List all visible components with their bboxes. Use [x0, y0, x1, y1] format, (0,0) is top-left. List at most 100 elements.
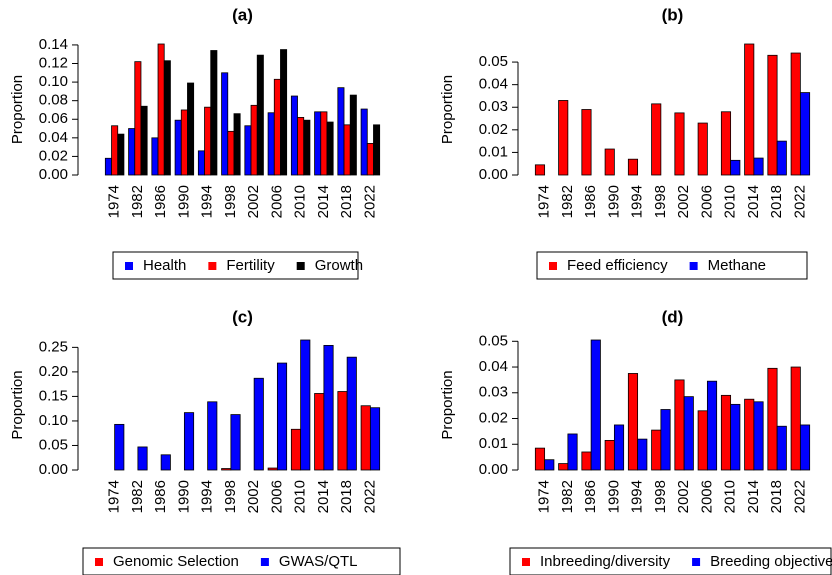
y-tick-label: 0.25 [39, 338, 68, 355]
x-tick-label: 1982 [559, 480, 576, 513]
bar [366, 143, 374, 176]
legend-swatch [125, 262, 133, 270]
bar [233, 113, 241, 176]
bar [604, 148, 615, 176]
x-tick-label: 1994 [629, 185, 646, 218]
bar [790, 52, 801, 176]
legend-swatch [692, 558, 701, 566]
legend-label: Methane [708, 257, 766, 274]
bar [134, 61, 142, 176]
x-tick-label: 2014 [315, 185, 332, 218]
x-tick-label: 2022 [361, 185, 378, 218]
y-tick-label: 0.03 [479, 98, 508, 115]
x-tick-label: 1974 [106, 185, 123, 218]
bar [697, 122, 708, 176]
bar [337, 87, 345, 176]
bar [627, 373, 639, 471]
bar [349, 94, 357, 176]
bar [799, 92, 811, 176]
y-tick-label: 0.02 [39, 147, 68, 164]
x-tick-label: 2022 [361, 480, 378, 513]
y-tick-label: 0.10 [39, 412, 68, 429]
bar [137, 446, 148, 471]
x-tick-label: 2002 [245, 480, 262, 513]
x-tick-label: 1986 [152, 480, 169, 513]
bar [697, 410, 708, 471]
x-tick-label: 2006 [698, 185, 715, 218]
bar [776, 425, 787, 471]
bar [276, 362, 288, 471]
bar [197, 150, 205, 176]
x-tick-label: 1994 [199, 480, 216, 513]
bar [776, 140, 787, 176]
y-tick-label: 0.00 [479, 461, 508, 478]
chart-title: (b) [662, 5, 684, 24]
x-tick-label: 2010 [292, 480, 309, 513]
x-tick-label: 1998 [222, 185, 239, 218]
legend-swatch [208, 262, 217, 270]
x-tick-label: 1990 [605, 480, 622, 513]
bar [604, 439, 615, 471]
bar [651, 103, 662, 176]
bar [637, 438, 648, 471]
x-tick-label: 1982 [129, 185, 146, 218]
legend-swatch [95, 558, 103, 566]
bar [326, 121, 334, 176]
legend-box [82, 547, 401, 575]
legend-label: Health [143, 257, 186, 274]
bar [720, 394, 732, 471]
bar [267, 112, 275, 176]
legend-label: Fertility [226, 257, 275, 274]
bar [627, 158, 639, 176]
bar [114, 423, 125, 471]
bar [104, 157, 112, 176]
bar [343, 124, 351, 176]
y-tick-label: 0.00 [39, 461, 68, 478]
bar [300, 339, 311, 471]
bar [183, 412, 195, 471]
bar [558, 100, 569, 176]
bar [799, 424, 811, 471]
x-tick-label: 1982 [559, 185, 576, 218]
y-tick-label: 0.00 [39, 166, 68, 183]
x-tick-label: 2002 [245, 185, 262, 218]
x-tick-label: 1990 [175, 480, 192, 513]
bar [534, 447, 546, 471]
x-tick-label: 1998 [652, 185, 669, 218]
bar [180, 109, 188, 176]
x-tick-label: 2018 [768, 480, 785, 513]
bar [558, 463, 569, 471]
legend-label: Breeding objectives [710, 553, 832, 570]
bar [128, 128, 136, 176]
x-tick-label: 1998 [222, 480, 239, 513]
legend-label: GWAS/QTL [279, 553, 358, 570]
bar [613, 424, 625, 471]
bar [221, 468, 232, 471]
bar [767, 367, 778, 471]
x-tick-label: 1994 [629, 480, 646, 513]
bar [706, 380, 718, 471]
bar [187, 82, 195, 176]
bar [674, 379, 685, 471]
bar [534, 164, 546, 176]
legend-label: Feed efficiency [567, 257, 668, 274]
x-tick-label: 2002 [675, 480, 692, 513]
y-tick-label: 0.04 [39, 129, 68, 146]
bar [660, 409, 671, 471]
chart-title: (c) [232, 307, 253, 326]
y-tick-label: 0.14 [39, 36, 68, 53]
x-tick-label: 2010 [722, 185, 739, 218]
legend-swatch [549, 262, 557, 270]
legend-label: Inbreeding/diversity [540, 553, 671, 570]
x-tick-label: 2014 [745, 480, 762, 513]
y-axis-label: Proportion [9, 75, 26, 144]
y-tick-label: 0.08 [39, 92, 68, 109]
bar [767, 54, 778, 176]
y-tick-label: 0.04 [479, 358, 508, 375]
y-tick-label: 0.02 [479, 121, 508, 138]
x-tick-label: 1986 [152, 185, 169, 218]
bar [280, 49, 288, 176]
y-tick-label: 0.00 [479, 166, 508, 183]
legend-label: Genomic Selection [113, 553, 239, 570]
bar [163, 60, 171, 176]
